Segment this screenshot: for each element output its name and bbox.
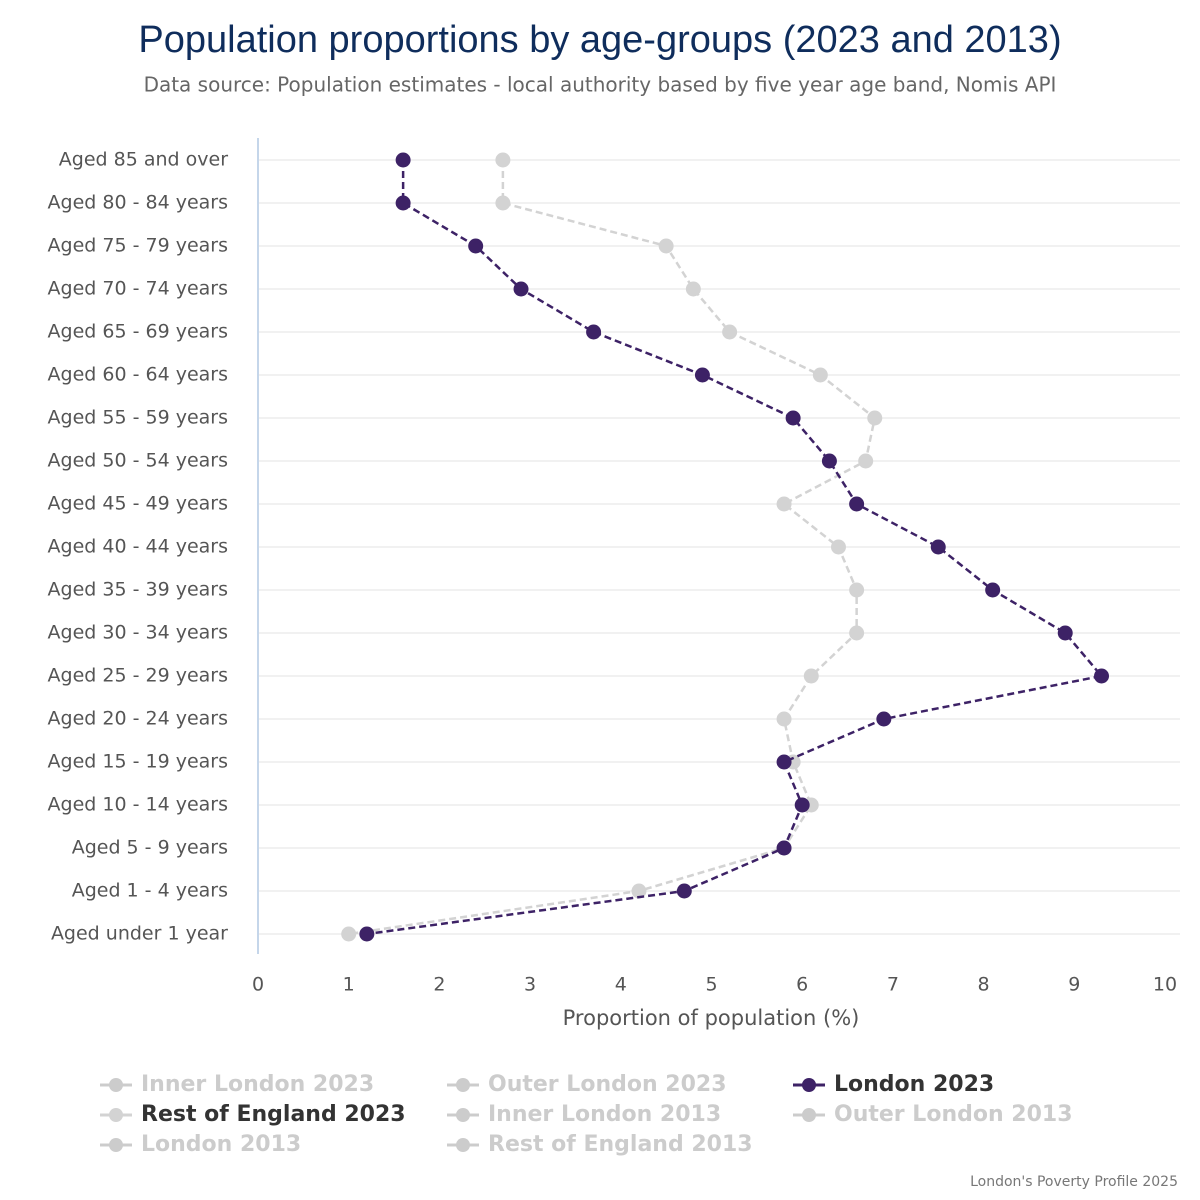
legend-label: Outer London 2023 (488, 1072, 727, 1097)
data-point (830, 539, 846, 555)
data-point (776, 754, 792, 770)
x-tick-label: 1 (343, 974, 355, 996)
data-point (812, 367, 828, 383)
legend-label: Inner London 2023 (141, 1072, 374, 1097)
data-point (776, 496, 792, 512)
legend-label: Rest of England 2013 (488, 1132, 753, 1157)
x-axis-label: Proportion of population (%) (563, 1006, 860, 1030)
data-point (849, 582, 865, 598)
data-point (586, 324, 602, 340)
y-tick-label: Aged 5 - 9 years (72, 837, 228, 859)
data-point (676, 883, 692, 899)
y-tick-label: Aged 35 - 39 years (48, 579, 228, 601)
y-tick-label: Aged 40 - 44 years (48, 536, 228, 558)
data-point (495, 195, 511, 211)
legend-label: Outer London 2013 (834, 1102, 1073, 1127)
data-point (876, 711, 892, 727)
data-point (1057, 625, 1073, 641)
data-point (858, 453, 874, 469)
data-point (785, 410, 801, 426)
legend-label: Inner London 2013 (488, 1102, 721, 1127)
y-tick-label: Aged 65 - 69 years (48, 321, 228, 343)
chart-title: Population proportions by age-groups (20… (138, 19, 1061, 61)
data-point (821, 453, 837, 469)
x-tick-label: 8 (978, 974, 990, 996)
legend-marker (456, 1108, 470, 1122)
x-tick-label: 10 (1153, 974, 1177, 996)
y-tick-label: Aged 85 and over (59, 149, 228, 171)
data-point (849, 625, 865, 641)
y-tick-label: Aged 25 - 29 years (48, 665, 228, 687)
data-point (359, 926, 375, 942)
data-point (849, 496, 865, 512)
y-tick-label: Aged 75 - 79 years (48, 235, 228, 257)
x-tick-label: 9 (1068, 974, 1080, 996)
data-point (395, 152, 411, 168)
legend-marker (802, 1108, 816, 1122)
x-tick-label: 3 (524, 974, 536, 996)
data-point (694, 367, 710, 383)
y-tick-label: Aged 60 - 64 years (48, 364, 228, 386)
data-point (468, 238, 484, 254)
data-point (685, 281, 701, 297)
x-tick-label: 5 (705, 974, 717, 996)
y-tick-label: Aged 55 - 59 years (48, 407, 228, 429)
data-point (803, 668, 819, 684)
y-tick-label: Aged 10 - 14 years (48, 794, 228, 816)
y-tick-label: Aged under 1 year (51, 923, 228, 945)
chart-subtitle: Data source: Population estimates - loca… (144, 73, 1057, 97)
data-point (776, 711, 792, 727)
data-point (395, 195, 411, 211)
data-point (776, 840, 792, 856)
x-tick-label: 2 (433, 974, 445, 996)
data-point (631, 883, 647, 899)
y-tick-label: Aged 30 - 34 years (48, 622, 228, 644)
x-tick-label: 0 (252, 974, 264, 996)
credit: London's Poverty Profile 2025 (970, 1174, 1178, 1190)
data-point (722, 324, 738, 340)
x-tick-label: 4 (615, 974, 627, 996)
y-tick-label: Aged 45 - 49 years (48, 493, 228, 515)
legend-marker (109, 1078, 123, 1092)
data-point (341, 926, 357, 942)
data-point (658, 238, 674, 254)
legend-marker (802, 1078, 816, 1092)
y-tick-label: Aged 20 - 24 years (48, 708, 228, 730)
data-point (867, 410, 883, 426)
data-point (495, 152, 511, 168)
legend-marker (109, 1108, 123, 1122)
legend-label: Rest of England 2023 (141, 1102, 406, 1127)
y-tick-label: Aged 50 - 54 years (48, 450, 228, 472)
y-tick-label: Aged 1 - 4 years (72, 880, 228, 902)
legend-label: London 2023 (834, 1072, 994, 1097)
data-point (794, 797, 810, 813)
y-tick-label: Aged 70 - 74 years (48, 278, 228, 300)
data-point (930, 539, 946, 555)
legend-marker (109, 1138, 123, 1152)
x-tick-label: 7 (887, 974, 899, 996)
x-tick-label: 6 (796, 974, 808, 996)
legend-marker (456, 1078, 470, 1092)
data-point (513, 281, 529, 297)
y-tick-label: Aged 15 - 19 years (48, 751, 228, 773)
legend-label: London 2013 (141, 1132, 301, 1157)
y-tick-label: Aged 80 - 84 years (48, 192, 228, 214)
legend-marker (456, 1138, 470, 1152)
data-point (985, 582, 1001, 598)
data-point (1094, 668, 1110, 684)
